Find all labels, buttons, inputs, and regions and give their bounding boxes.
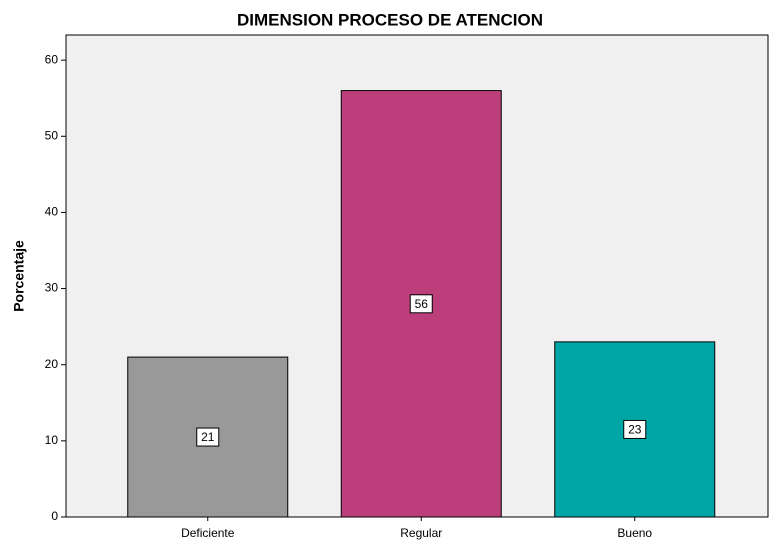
y-tick-label: 0 (51, 509, 58, 523)
y-tick-label: 60 (45, 52, 59, 66)
value-label-box (196, 427, 220, 447)
y-tick-label: 40 (45, 205, 59, 219)
y-tick-label: 20 (45, 357, 59, 371)
value-label: 21 (201, 430, 215, 444)
value-label: 56 (415, 297, 429, 311)
value-label: 23 (628, 423, 642, 437)
y-tick-label: 30 (45, 281, 59, 295)
bar (340, 90, 502, 518)
x-tick-label: Regular (400, 526, 442, 540)
value-label-box (623, 419, 647, 439)
x-tick-label: Deficiente (181, 526, 235, 540)
y-axis-label: Porcentaje (11, 240, 27, 312)
y-tick-label: 50 (45, 128, 59, 142)
chart-title: DIMENSION PROCESO DE ATENCION (237, 10, 543, 29)
x-tick-label: Bueno (617, 526, 652, 540)
y-tick-label: 10 (45, 433, 59, 447)
value-label-box (409, 294, 433, 314)
